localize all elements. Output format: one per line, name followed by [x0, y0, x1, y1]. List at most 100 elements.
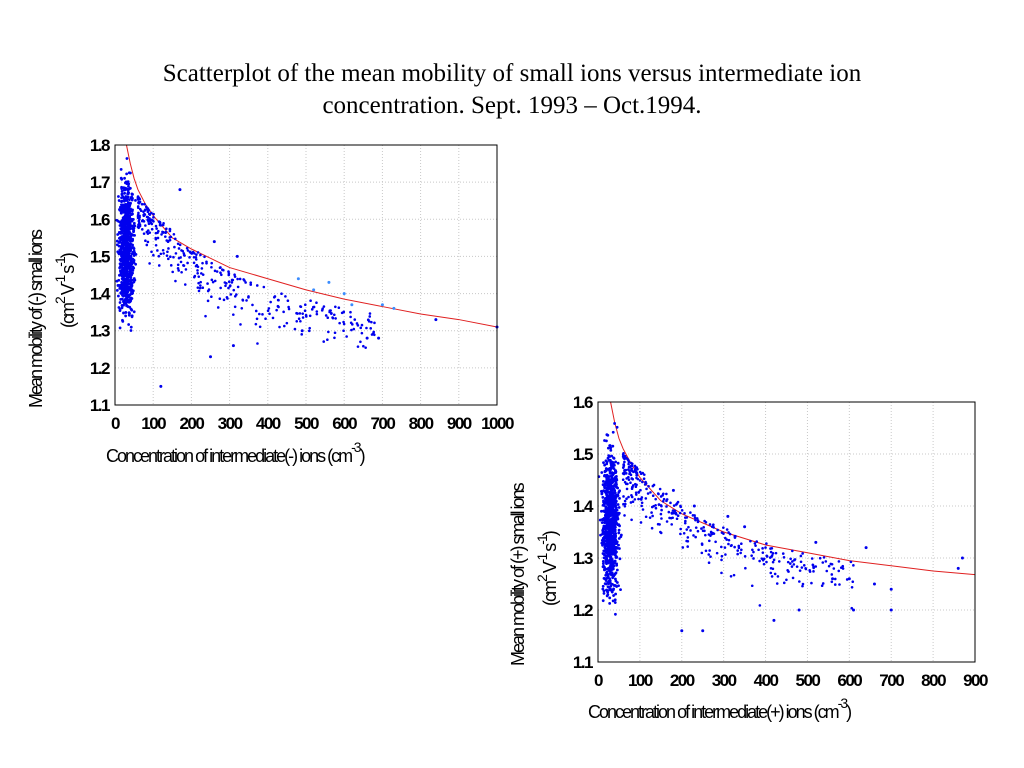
data-point: [623, 460, 626, 464]
data-point: [669, 501, 672, 505]
data-point: [701, 529, 705, 533]
data-point: [628, 472, 631, 476]
data-point: [143, 208, 147, 211]
y-tick-label: 1.5: [90, 247, 110, 266]
data-point: [812, 565, 815, 569]
data-point: [145, 243, 149, 247]
data-point: [127, 323, 131, 326]
data-point: [960, 556, 964, 560]
data-point: [657, 503, 661, 506]
data-point: [827, 564, 831, 568]
data-point: [612, 500, 616, 504]
data-point: [368, 312, 372, 315]
data-point: [128, 186, 132, 190]
data-point: [367, 320, 371, 323]
data-point: [612, 492, 615, 496]
data-point: [749, 539, 752, 543]
data-point: [627, 460, 631, 464]
data-point: [606, 593, 610, 597]
data-point: [610, 537, 613, 541]
data-point: [219, 271, 222, 275]
data-point: [606, 527, 610, 530]
data-point: [637, 490, 641, 494]
data-point: [122, 234, 126, 238]
data-point: [610, 590, 614, 594]
data-point: [604, 467, 608, 470]
data-point: [601, 479, 605, 483]
data-point: [342, 292, 346, 296]
data-point: [128, 215, 131, 218]
data-points: [115, 157, 499, 388]
data-point: [115, 279, 119, 283]
data-point: [707, 561, 711, 565]
x-tick-label: 400: [754, 671, 779, 690]
data-point: [627, 462, 630, 466]
data-point: [611, 444, 615, 448]
data-point: [604, 573, 608, 577]
data-point: [186, 249, 190, 252]
data-point: [659, 530, 662, 534]
data-point: [849, 560, 853, 564]
x-tick-label: 600: [332, 414, 357, 433]
data-point: [127, 300, 131, 304]
y-axis-label-line-2: (cm2 V-1 s-1): [534, 531, 560, 606]
data-point: [659, 495, 663, 498]
y-tick-labels: 1.1 1.2 1.3 1.4 1.5 1.6 1.7 1.8: [90, 136, 113, 415]
data-point: [119, 167, 123, 171]
data-point: [619, 588, 622, 592]
data-point: [814, 540, 818, 544]
data-point: [160, 233, 163, 236]
data-point: [685, 516, 689, 519]
data-point: [623, 514, 626, 517]
data-point: [364, 346, 367, 349]
data-point: [129, 238, 133, 241]
data-point: [126, 195, 130, 199]
data-point: [136, 195, 140, 199]
data-point: [605, 557, 609, 561]
data-point: [327, 330, 330, 334]
data-point: [825, 569, 829, 573]
data-point: [128, 305, 132, 309]
data-point: [727, 538, 731, 542]
data-point: [630, 467, 634, 471]
data-point: [622, 466, 625, 469]
data-point: [132, 261, 136, 264]
data-point: [701, 629, 705, 633]
data-point: [608, 471, 612, 475]
data-point: [176, 242, 180, 246]
data-point: [197, 289, 201, 293]
data-point: [603, 549, 607, 553]
data-point: [328, 310, 331, 314]
data-point: [206, 289, 210, 293]
data-point: [801, 582, 805, 586]
data-point: [611, 473, 615, 477]
data-point: [342, 329, 345, 333]
data-point: [798, 580, 801, 583]
data-point: [293, 327, 297, 331]
data-point: [218, 297, 222, 301]
data-point: [624, 502, 627, 506]
data-point: [758, 604, 762, 607]
y-tick-label: 1.6: [573, 393, 593, 412]
data-point: [129, 325, 133, 329]
data-point: [130, 257, 133, 260]
data-point: [349, 310, 352, 314]
data-point: [652, 504, 656, 508]
data-point: [360, 331, 364, 335]
data-point: [611, 599, 615, 603]
data-point: [121, 247, 125, 250]
data-point: [614, 592, 618, 596]
data-point: [169, 255, 172, 259]
data-point: [359, 340, 362, 344]
data-point: [661, 492, 665, 496]
x-tick-label: 0: [594, 671, 603, 690]
y-axis-label: Mean mobility of (+) small ions (cm2 V-1…: [508, 482, 560, 666]
data-point: [675, 503, 678, 506]
data-point: [703, 519, 706, 523]
data-point: [789, 557, 792, 561]
data-point: [172, 232, 176, 236]
x-tick-label: 200: [179, 414, 204, 433]
data-point: [820, 584, 824, 588]
data-point: [752, 557, 755, 560]
data-point: [656, 522, 660, 526]
